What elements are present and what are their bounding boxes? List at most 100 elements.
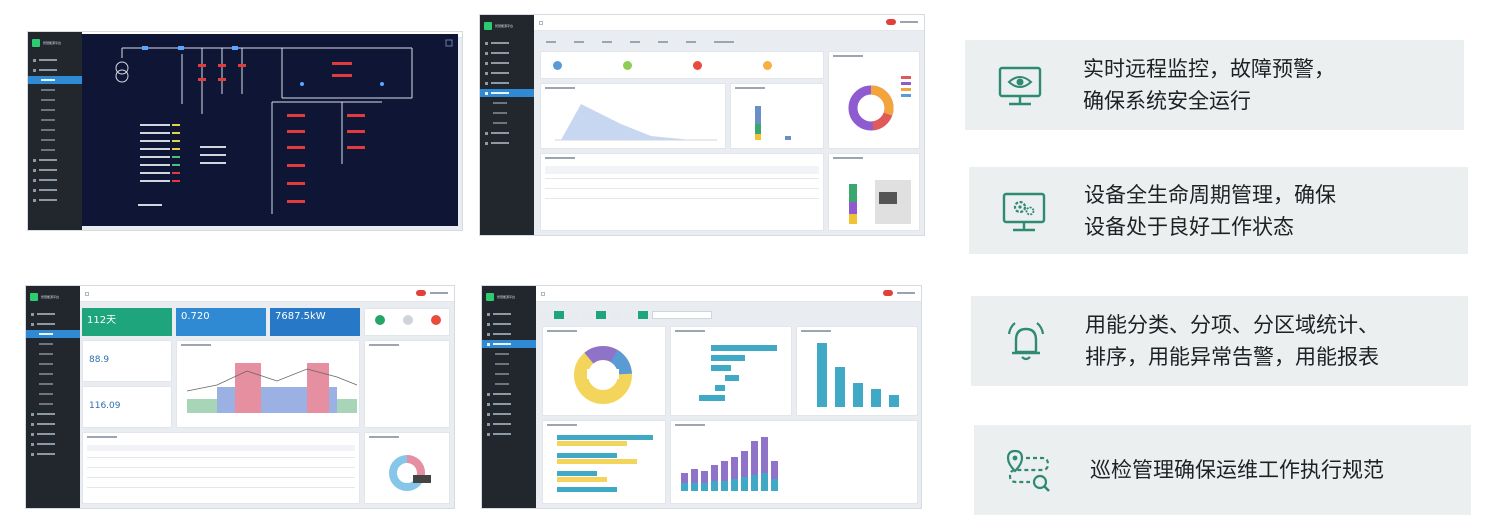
sidebar-item[interactable] bbox=[28, 116, 82, 124]
menu-toggle-icon[interactable] bbox=[541, 292, 545, 296]
sidebar: 智慧能源平台 bbox=[26, 286, 80, 508]
sidebar-item-active[interactable] bbox=[26, 330, 80, 338]
sidebar-item[interactable] bbox=[482, 360, 536, 368]
date-input[interactable] bbox=[652, 311, 712, 319]
sidebar-item[interactable] bbox=[26, 450, 80, 458]
sidebar-item[interactable] bbox=[26, 440, 80, 448]
sidebar-menu bbox=[480, 37, 534, 149]
alarm-badge[interactable] bbox=[883, 290, 893, 296]
sidebar-item[interactable] bbox=[480, 139, 534, 147]
filter-chip[interactable] bbox=[624, 311, 634, 319]
sidebar-item[interactable] bbox=[26, 400, 80, 408]
sidebar-item[interactable] bbox=[482, 410, 536, 418]
sidebar-item-active[interactable] bbox=[28, 76, 82, 84]
sidebar-item[interactable] bbox=[28, 136, 82, 144]
user-name[interactable] bbox=[897, 292, 915, 294]
sidebar-item[interactable] bbox=[482, 390, 536, 398]
sidebar-item[interactable] bbox=[26, 340, 80, 348]
alarm-badge[interactable] bbox=[886, 19, 896, 25]
alarm-badge[interactable] bbox=[416, 290, 426, 296]
sidebar-item[interactable] bbox=[480, 49, 534, 57]
sidebar-item[interactable] bbox=[26, 310, 80, 318]
sidebar-item[interactable] bbox=[28, 96, 82, 104]
device-table-card bbox=[540, 153, 824, 231]
filter-chip[interactable] bbox=[610, 311, 620, 319]
sidebar-item-active[interactable] bbox=[480, 89, 534, 97]
sidebar-item[interactable] bbox=[26, 360, 80, 368]
user-name[interactable] bbox=[900, 21, 918, 23]
sidebar-item[interactable] bbox=[480, 109, 534, 117]
sidebar-item[interactable] bbox=[482, 370, 536, 378]
kpi-tile-days: 112天 bbox=[82, 308, 172, 336]
sidebar-item[interactable] bbox=[26, 390, 80, 398]
kpi-value: 0.720 bbox=[181, 311, 210, 322]
tab[interactable] bbox=[658, 41, 668, 43]
side-value-card: 88.9 bbox=[82, 340, 172, 382]
sidebar-item[interactable] bbox=[28, 166, 82, 174]
sidebar-item[interactable] bbox=[28, 186, 82, 194]
table-row bbox=[87, 477, 355, 478]
sidebar-item[interactable] bbox=[28, 86, 82, 94]
area-chart-card bbox=[540, 83, 726, 149]
sidebar-item[interactable] bbox=[28, 146, 82, 154]
sidebar-item[interactable] bbox=[482, 430, 536, 438]
filter-chip-active[interactable] bbox=[596, 311, 606, 319]
filter-chip[interactable] bbox=[540, 311, 550, 319]
sidebar-item[interactable] bbox=[26, 350, 80, 358]
sidebar-item[interactable] bbox=[26, 370, 80, 378]
sidebar-item[interactable] bbox=[482, 350, 536, 358]
sidebar-item[interactable] bbox=[26, 420, 80, 428]
sidebar-item[interactable] bbox=[480, 69, 534, 77]
filter-chip-active[interactable] bbox=[554, 311, 564, 319]
tab[interactable] bbox=[602, 41, 612, 43]
sidebar-item[interactable] bbox=[480, 99, 534, 107]
sidebar-item-active[interactable] bbox=[482, 340, 536, 348]
sidebar-item[interactable] bbox=[482, 420, 536, 428]
app-logo: 智慧能源平台 bbox=[484, 21, 530, 31]
tab[interactable] bbox=[714, 41, 734, 43]
sidebar-item[interactable] bbox=[480, 39, 534, 47]
side-value: 88.9 bbox=[89, 355, 110, 365]
sidebar-item[interactable] bbox=[28, 196, 82, 204]
menu-toggle-icon[interactable] bbox=[539, 21, 543, 25]
sidebar-item[interactable] bbox=[26, 430, 80, 438]
kpi-value: 112天 bbox=[87, 315, 117, 326]
sidebar-item[interactable] bbox=[480, 119, 534, 127]
sidebar-item[interactable] bbox=[482, 320, 536, 328]
sidebar-item[interactable] bbox=[482, 380, 536, 388]
tab[interactable] bbox=[686, 41, 696, 43]
tab[interactable] bbox=[546, 41, 556, 43]
sidebar-item[interactable] bbox=[28, 56, 82, 64]
sidebar-item[interactable] bbox=[482, 400, 536, 408]
sidebar-item[interactable] bbox=[480, 59, 534, 67]
sidebar-item[interactable] bbox=[26, 410, 80, 418]
sidebar-item[interactable] bbox=[480, 79, 534, 87]
feature-card-inspection: 巡检管理确保运维工作执行规范 bbox=[974, 425, 1471, 515]
filter-chip[interactable] bbox=[568, 311, 578, 319]
tab[interactable] bbox=[630, 41, 640, 43]
sidebar-item[interactable] bbox=[26, 380, 80, 388]
status-icon bbox=[403, 315, 413, 325]
sidebar-item[interactable] bbox=[28, 126, 82, 134]
sidebar: 智慧能源平台 bbox=[28, 32, 82, 230]
waterfall-chart-card bbox=[670, 326, 792, 416]
filter-chip[interactable] bbox=[582, 311, 592, 319]
sidebar-item[interactable] bbox=[28, 66, 82, 74]
feature-text: 巡检管理确保运维工作执行规范 bbox=[1090, 454, 1384, 486]
feature-line: 设备全生命周期管理，确保 bbox=[1084, 183, 1336, 207]
sidebar-item[interactable] bbox=[28, 106, 82, 114]
sidebar-item[interactable] bbox=[480, 129, 534, 137]
sidebar-item[interactable] bbox=[28, 176, 82, 184]
user-name[interactable] bbox=[430, 292, 448, 294]
sidebar-item[interactable] bbox=[482, 310, 536, 318]
menu-toggle-icon[interactable] bbox=[85, 292, 89, 296]
tab[interactable] bbox=[574, 41, 584, 43]
filter-chip-active[interactable] bbox=[638, 311, 648, 319]
sidebar-item[interactable] bbox=[26, 320, 80, 328]
sidebar-item[interactable] bbox=[482, 330, 536, 338]
stacked-bar-chart-card bbox=[670, 420, 918, 504]
sidebar-item[interactable] bbox=[28, 156, 82, 164]
feature-card-monitoring: 实时远程监控，故障预警， 确保系统安全运行 bbox=[965, 40, 1464, 130]
table-row bbox=[87, 487, 355, 488]
waterfall-chart bbox=[699, 345, 777, 401]
